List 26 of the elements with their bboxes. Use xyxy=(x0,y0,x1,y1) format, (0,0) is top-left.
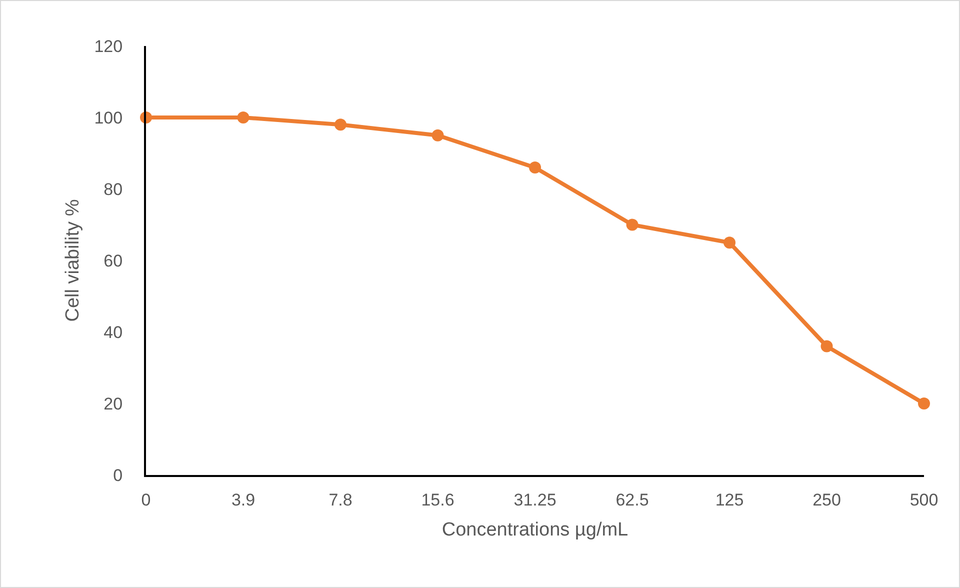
point xyxy=(237,112,250,124)
x-tick-label: 500 xyxy=(910,490,938,510)
point xyxy=(626,218,638,231)
y-tick-label: 40 xyxy=(104,322,123,342)
x-tick-label: 0 xyxy=(141,490,151,510)
x-tick-label: 62.5 xyxy=(616,490,649,510)
y-axis-title: Cell viability % xyxy=(62,199,84,322)
x-tick-label: 15.6 xyxy=(421,490,454,510)
y-tick-label: 120 xyxy=(94,36,123,56)
y-tick-label: 60 xyxy=(104,251,123,270)
x-tick-label: 7.8 xyxy=(328,490,352,510)
x-tick-label: 125 xyxy=(715,490,744,510)
point xyxy=(432,129,444,142)
point xyxy=(724,236,736,249)
point xyxy=(820,340,833,352)
point xyxy=(529,162,541,174)
y-tick-label: 80 xyxy=(104,180,123,199)
y-tick-label: 20 xyxy=(104,394,123,414)
x-axis-title: Concentrations µg/mL xyxy=(442,520,628,541)
y-tick-label: 100 xyxy=(94,108,123,128)
y-tick-label: 0 xyxy=(113,466,123,485)
point xyxy=(334,118,346,131)
x-tick-label: 3.9 xyxy=(231,490,256,510)
x-tick-label: 250 xyxy=(812,490,841,510)
x-tick-label: 31.25 xyxy=(514,490,556,510)
point xyxy=(918,398,930,410)
